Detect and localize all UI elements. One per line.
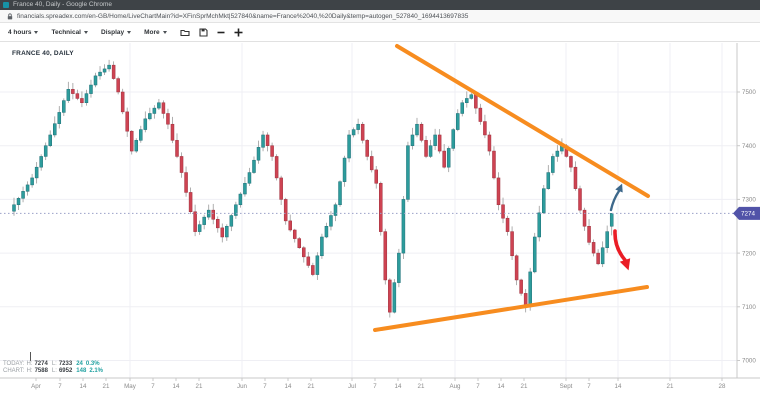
x-axis-label: 21 <box>667 383 674 390</box>
x-axis-label: Jul <box>348 383 356 390</box>
x-axis-label: 14 <box>80 383 87 390</box>
chevron-down-icon <box>162 30 167 34</box>
window-titlebar: France 40, Daily - Google Chrome <box>0 0 760 10</box>
site-favicon <box>3 2 9 8</box>
upper-trendline[interactable] <box>395 44 650 198</box>
x-axis-label: 7 <box>476 383 480 390</box>
more-dropdown[interactable]: More <box>144 29 167 36</box>
chevron-down-icon <box>34 30 39 34</box>
x-axis-label: 21 <box>418 383 425 390</box>
legend-high-label: H: <box>26 368 33 374</box>
legend-low-label: L: <box>51 361 57 367</box>
x-axis-label: May <box>124 383 137 390</box>
x-axis-label: 14 <box>498 383 505 390</box>
plus-icon <box>234 28 243 36</box>
x-axis-label: 7 <box>373 383 377 390</box>
chart-toolbar: 4 hours Technical Display More <box>0 23 760 42</box>
display-dropdown-label: Display <box>101 28 125 36</box>
x-axis-label: 7 <box>587 383 591 390</box>
legend-today-change-pct: 0.3% <box>85 361 100 367</box>
legend-today-change: 24 <box>76 361 83 367</box>
folder-icon <box>180 29 190 36</box>
lock-icon <box>7 12 13 19</box>
url-text: financials.spreadex.com/en-GB/Home/LiveC… <box>17 12 469 20</box>
candles[interactable] <box>12 59 614 318</box>
down-arrow-head <box>619 258 631 271</box>
chart-panel: FRANCE 40, DAILY 7274 7500 7400 7300 7200 710… <box>0 42 760 400</box>
window-title: France 40, Daily - Google Chrome <box>13 1 112 8</box>
legend-today-label: TODAY: <box>3 361 25 367</box>
x-axis-label: 21 <box>308 383 315 390</box>
price-tag <box>733 206 760 220</box>
x-axis-label: 14 <box>395 383 402 390</box>
up-arrow[interactable] <box>609 189 621 212</box>
x-axis-label: 14 <box>173 383 180 390</box>
x-axis-label: 7 <box>263 383 267 390</box>
zoom-out-button[interactable] <box>217 28 225 37</box>
legend-today-high: 7274 <box>34 361 48 367</box>
folder-button[interactable] <box>180 28 190 37</box>
x-axis-label: Sept <box>560 383 573 390</box>
x-axis-label: Aug <box>449 383 461 390</box>
down-arrow[interactable] <box>613 229 627 262</box>
technical-dropdown[interactable]: Technical <box>51 29 88 36</box>
price-tag-value: 7274 <box>741 211 756 218</box>
interval-dropdown[interactable]: 4 hours <box>8 28 39 36</box>
x-axis-label: 14 <box>285 383 292 390</box>
cursor-mark <box>30 352 31 361</box>
interval-dropdown-label: 4 hours <box>8 28 32 36</box>
x-axis-label: 21 <box>103 383 110 390</box>
x-axis-label: 7 <box>58 383 62 390</box>
x-axis-label: 28 <box>719 383 726 390</box>
up-arrow-head <box>615 183 623 193</box>
x-axis-label: Apr <box>31 383 41 390</box>
x-axis-label: Jun <box>237 383 248 390</box>
more-dropdown-label: More <box>144 28 160 36</box>
x-axis-label: 21 <box>196 383 203 390</box>
chart-instrument-label: FRANCE 40, DAILY <box>12 50 74 57</box>
zoom-in-button[interactable] <box>234 28 243 37</box>
legend-high-label: H: <box>26 361 33 367</box>
legend-chart-change-pct: 2.1% <box>89 368 103 374</box>
y-axis-label: 7200 <box>742 250 756 257</box>
legend-low-label: L: <box>51 368 57 374</box>
chevron-down-icon <box>84 30 88 34</box>
save-icon <box>199 27 208 37</box>
minus-icon <box>217 31 225 33</box>
technical-dropdown-label: Technical <box>51 28 81 36</box>
chevron-down-icon <box>127 30 132 34</box>
y-axis-label: 7500 <box>742 89 756 96</box>
browser-address-bar[interactable]: financials.spreadex.com/en-GB/Home/LiveC… <box>0 10 760 23</box>
legend-chart-change: 148 <box>76 368 87 374</box>
y-axis-label: 7100 <box>742 304 756 311</box>
legend-chart-row: CHART: H: 7588 L: 6952 148 2.1% <box>3 368 106 375</box>
chart-legend: TODAY: H: 7274 L: 7233 24 0.3% CHART: H: 7588 L: 6… <box>3 361 106 375</box>
lower-trendline[interactable] <box>373 285 649 332</box>
legend-chart-low: 6952 <box>58 368 73 374</box>
y-axis-label: 7400 <box>742 143 756 150</box>
legend-chart-label: CHART: <box>3 368 25 374</box>
x-axis-label: 14 <box>615 383 622 390</box>
legend-chart-high: 7588 <box>34 368 48 374</box>
y-axis-label: 7300 <box>742 197 756 204</box>
legend-today-row: TODAY: H: 7274 L: 7233 24 0.3% <box>3 361 106 368</box>
x-axis-label: 21 <box>521 383 528 390</box>
price-chart[interactable]: 7274 7500 7400 7300 7200 7100 7000 Apr 7 14 21 May 7… <box>0 42 760 400</box>
legend-today-low: 7233 <box>58 361 73 367</box>
x-axis-label: 7 <box>151 383 155 390</box>
display-dropdown[interactable]: Display <box>101 28 132 36</box>
save-button[interactable] <box>199 27 208 37</box>
y-axis-label: 7000 <box>742 358 756 365</box>
